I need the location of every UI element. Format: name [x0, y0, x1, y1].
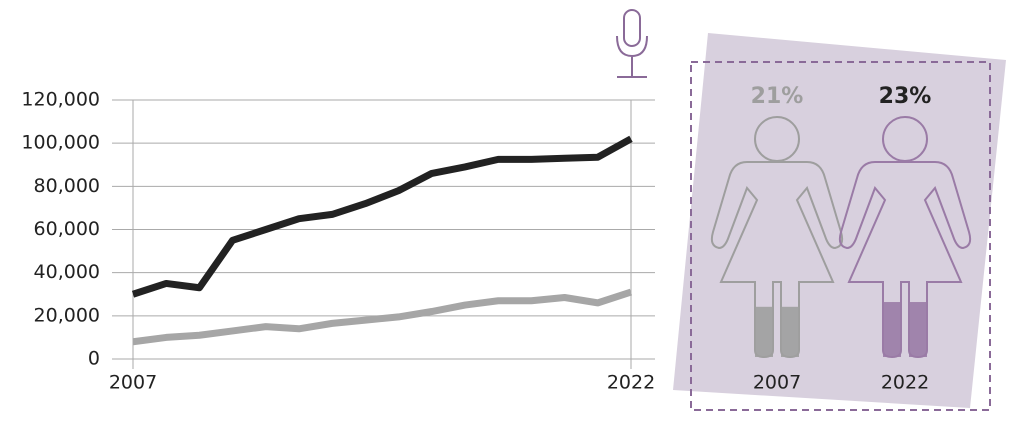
microphone-icon: [616, 9, 648, 78]
x-tick-label: 2022: [607, 372, 655, 394]
body: [838, 161, 972, 359]
series-line: [131, 135, 633, 298]
y-tick-label: 100,000: [21, 132, 100, 154]
body: [710, 161, 844, 359]
x-tick-label: 2007: [109, 372, 157, 394]
percent-label: 21%: [751, 84, 804, 109]
y-tick-label: 40,000: [34, 261, 100, 283]
leg-fill: [883, 302, 901, 357]
panel-background: [673, 33, 1006, 408]
y-tick-label: 0: [88, 348, 100, 370]
person-icon: [838, 116, 972, 359]
y-tick-label: 80,000: [34, 175, 100, 197]
series-line: [132, 288, 633, 346]
category-label: 2007: [753, 372, 801, 394]
leg-fill: [755, 306, 773, 357]
percent-label: 23%: [879, 84, 932, 109]
y-tick-label: 120,000: [21, 89, 100, 111]
category-label: 2022: [881, 372, 929, 394]
leg-fill: [781, 306, 799, 357]
panel-border: [690, 61, 991, 411]
person-icon: [710, 116, 844, 359]
y-tick-label: 60,000: [34, 218, 100, 240]
y-tick-label: 20,000: [34, 304, 100, 326]
leg-fill: [909, 302, 927, 357]
